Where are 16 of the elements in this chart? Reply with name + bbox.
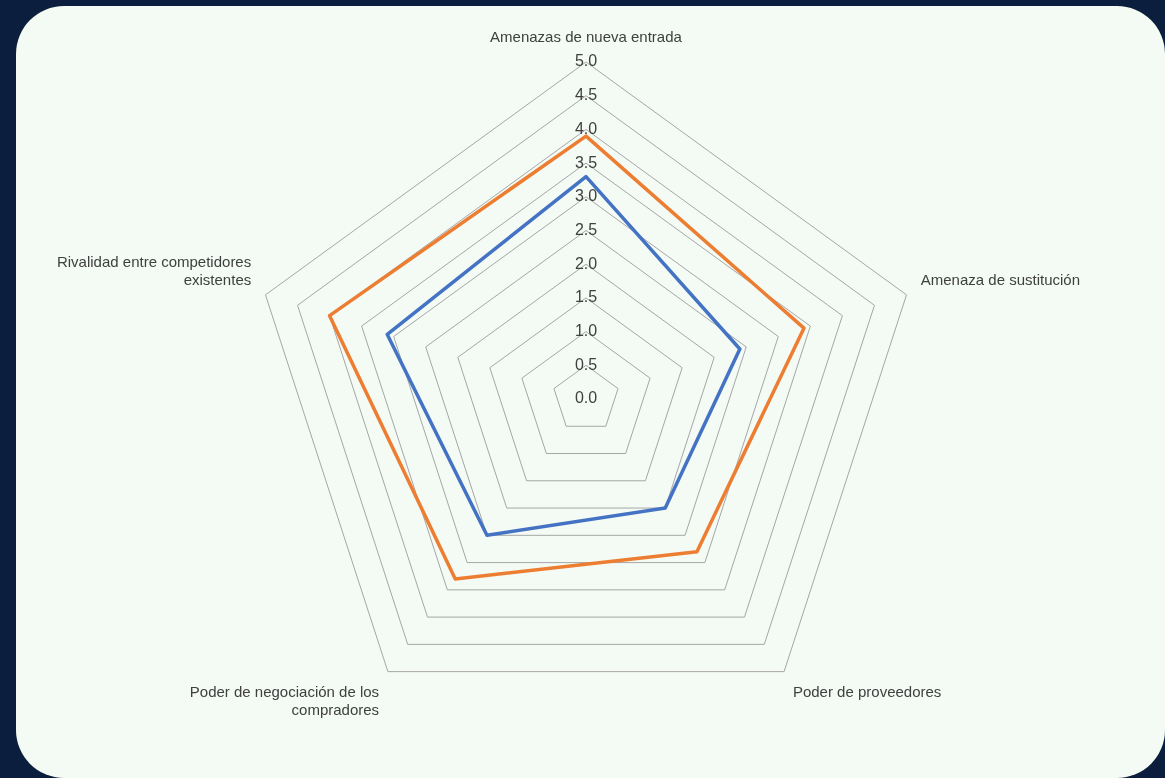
y-tick-label: 5.0 — [574, 52, 598, 70]
spoke-label: Poder de proveedores — [792, 682, 942, 700]
y-tick-label: 2.5 — [574, 220, 598, 238]
y-tick-label: 0.5 — [574, 355, 598, 373]
y-tick-label: 1.0 — [574, 322, 598, 340]
spoke-label: Amenaza de sustitución — [920, 271, 1081, 289]
y-tick-label: 2.0 — [574, 254, 598, 272]
y-tick-label: 4.0 — [574, 119, 598, 137]
y-tick-label: 1.5 — [574, 288, 598, 306]
spoke-label: Rivalidad entre competidores existentes — [56, 253, 252, 289]
y-tick-label: 4.5 — [574, 86, 598, 104]
y-tick-label: 3.5 — [574, 153, 598, 171]
spoke-label: Amenazas de nueva entrada — [490, 28, 683, 46]
spoke-label: Poder de negociación de los compradores — [189, 682, 380, 718]
y-tick-label: 0.0 — [574, 389, 598, 407]
y-tick-label: 3.0 — [574, 187, 598, 205]
